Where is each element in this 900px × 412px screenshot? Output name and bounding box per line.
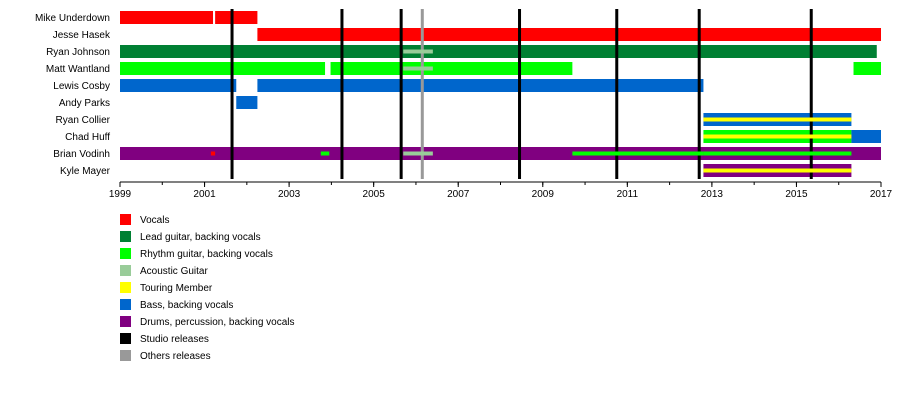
member-label: Jesse Hasek [53, 30, 111, 41]
legend-swatch-vocals [120, 214, 131, 225]
member-label: Matt Wantland [46, 64, 110, 75]
member-bar-touring [703, 168, 852, 173]
x-tick-label: 2005 [363, 189, 386, 200]
member-bar [120, 62, 326, 75]
member-bar [120, 147, 881, 160]
member-label: Lewis Cosby [53, 81, 110, 92]
member-label: Andy Parks [59, 98, 110, 109]
legend-swatch-bass [120, 299, 131, 310]
studio-release-line [518, 9, 522, 179]
member-bar [120, 45, 877, 58]
member-bar [215, 11, 258, 24]
legend-label-rhythm: Rhythm guitar, backing vocals [140, 249, 273, 260]
release-lines [230, 9, 813, 179]
studio-release-line [230, 9, 234, 179]
member-bar-overlay [320, 151, 330, 156]
legend-label-touring: Touring Member [140, 283, 213, 294]
legend-label-vocals: Vocals [140, 215, 169, 226]
member-label: Mike Underdown [35, 13, 110, 24]
member-overlay-bars [210, 49, 852, 173]
member-bar-overlay [403, 49, 433, 54]
x-tick-label: 2011 [617, 189, 639, 200]
studio-release-line [615, 9, 619, 179]
member-label: Ryan Johnson [46, 47, 110, 58]
member-label: Kyle Mayer [60, 166, 111, 177]
legend-label-bass: Bass, backing vocals [140, 300, 233, 311]
member-bar-overlay [703, 151, 852, 156]
member-label: Brian Vodinh [53, 149, 110, 160]
legend-swatch-drums [120, 316, 131, 327]
x-tick-label: 2009 [532, 189, 555, 200]
legend-swatch-acoustic [120, 265, 131, 276]
studio-release-line [399, 9, 403, 179]
member-bar [330, 62, 573, 75]
member-label: Chad Huff [65, 132, 110, 143]
member-bar-overlay [210, 151, 216, 156]
other-release-line [420, 9, 424, 179]
member-bar-overlay [403, 66, 433, 71]
member-bar [853, 62, 881, 75]
member-bar [236, 96, 258, 109]
x-tick-label: 2015 [785, 189, 808, 200]
member-bars [120, 11, 881, 177]
member-bar [851, 130, 881, 143]
studio-release-line [697, 9, 701, 179]
legend-label-other: Others releases [140, 351, 211, 362]
legend-swatch-rhythm [120, 248, 131, 259]
member-label: Ryan Collier [56, 115, 111, 126]
legend-swatch-studio [120, 333, 131, 344]
studio-release-line [340, 9, 344, 179]
legend-swatch-other [120, 350, 131, 361]
legend: Vocals Lead guitar, backing vocals Rhythm … [120, 214, 295, 362]
member-bar [120, 79, 237, 92]
studio-release-line [809, 9, 813, 179]
x-tick-label: 1999 [109, 189, 132, 200]
legend-swatch-lead [120, 231, 131, 242]
member-bar [257, 28, 881, 41]
member-bar-overlay [572, 151, 704, 156]
member-bar-overlay [403, 151, 433, 156]
legend-swatch-touring [120, 282, 131, 293]
member-bar [120, 11, 214, 24]
x-axis: 1999 2001 2003 2005 2007 2009 2011 2013 2015 2017 [109, 181, 893, 200]
legend-label-studio: Studio releases [140, 334, 209, 345]
legend-label-acoustic: Acoustic Guitar [140, 266, 208, 277]
legend-label-lead: Lead guitar, backing vocals [140, 232, 261, 243]
x-tick-label: 2003 [278, 189, 301, 200]
x-tick-label: 2013 [701, 189, 724, 200]
legend-label-drums: Drums, percussion, backing vocals [140, 317, 295, 328]
x-tick-label: 2001 [193, 189, 216, 200]
member-bar-touring [703, 117, 852, 122]
member-labels: Mike Underdown Jesse Hasek Ryan Johnson Mat… [35, 13, 111, 177]
x-tick-label: 2017 [870, 189, 893, 200]
member-bar [257, 79, 704, 92]
x-tick-label: 2007 [447, 189, 470, 200]
member-bar-touring [703, 134, 852, 139]
